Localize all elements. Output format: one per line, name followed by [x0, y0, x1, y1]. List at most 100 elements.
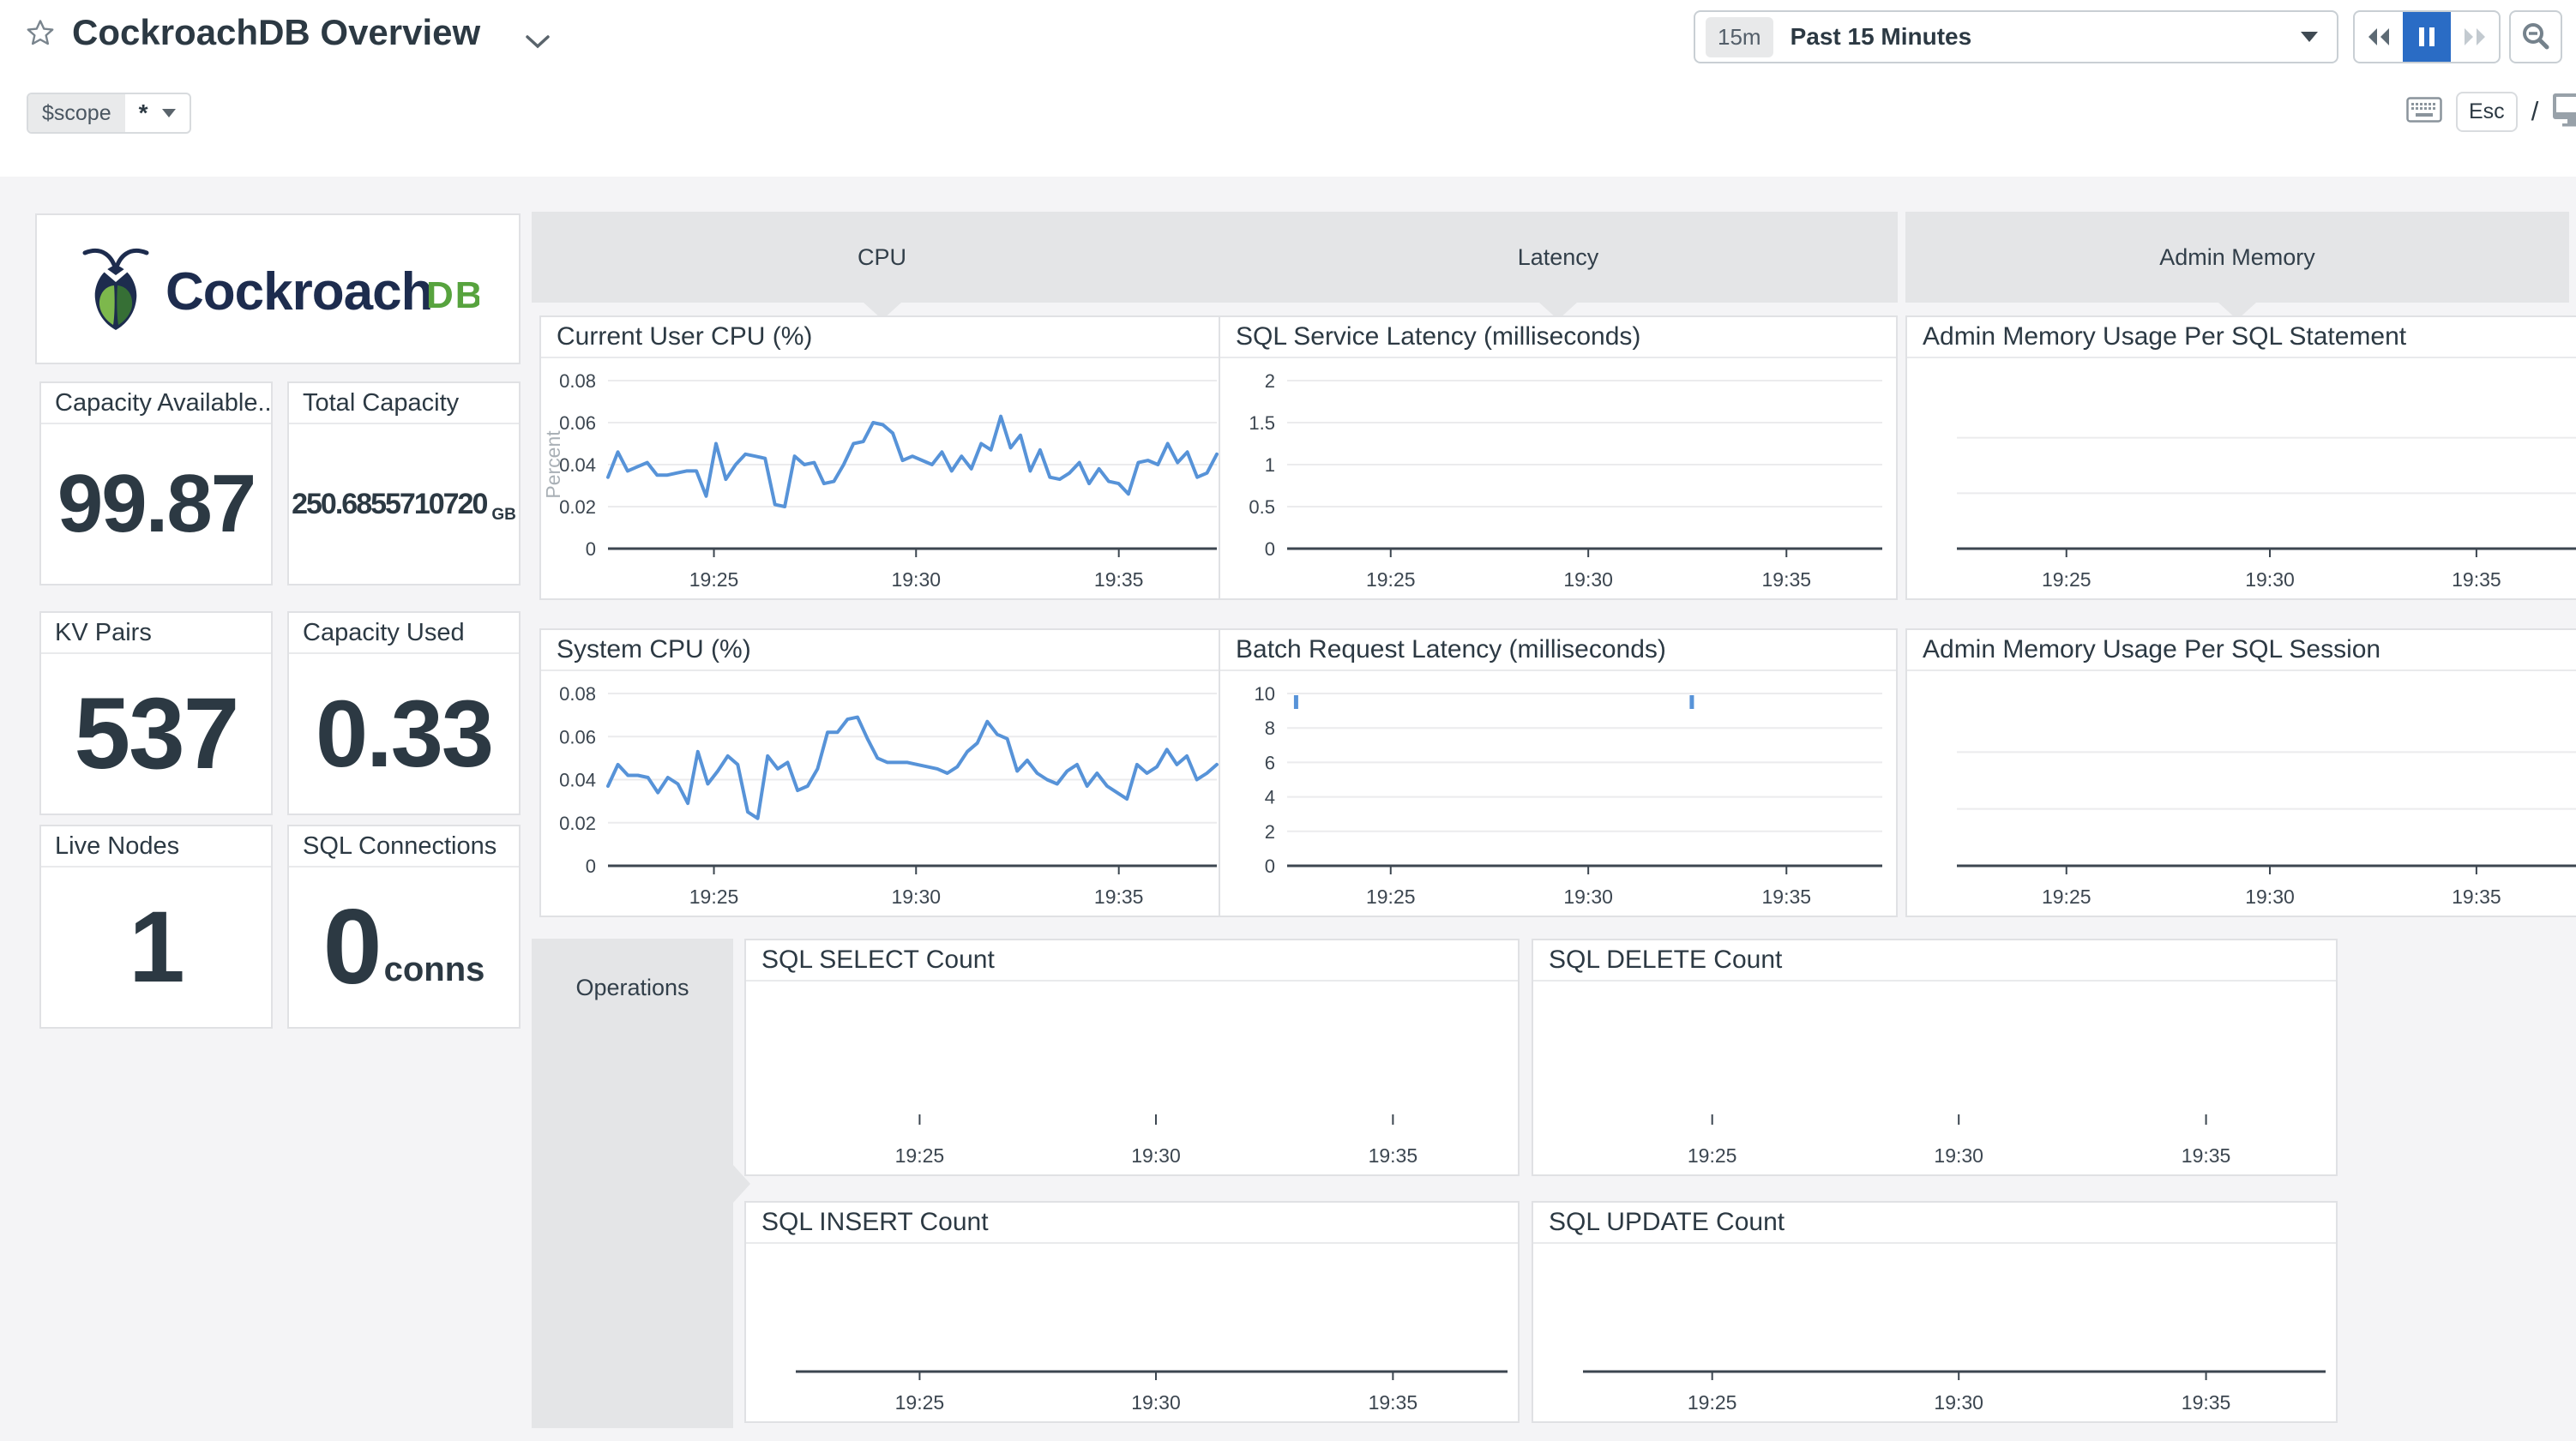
svg-text:1.5: 1.5 — [1249, 412, 1275, 434]
forward-button[interactable] — [2451, 12, 2499, 62]
svg-text:19:25: 19:25 — [1366, 886, 1416, 908]
svg-text:19:30: 19:30 — [2245, 886, 2295, 908]
svg-text:19:35: 19:35 — [1369, 1391, 1418, 1414]
svg-text:19:25: 19:25 — [895, 1391, 945, 1414]
chart-plot-area[interactable]: 19:25 19:30 19:35 — [1533, 982, 2336, 1174]
logo-db: DB — [426, 274, 479, 316]
svg-text:19:30: 19:30 — [1131, 1144, 1181, 1167]
svg-text:19:25: 19:25 — [895, 1144, 945, 1167]
chart-title: SQL INSERT Count — [746, 1203, 1518, 1244]
time-range-label: Past 15 Minutes — [1790, 23, 1972, 50]
chart-plot-area[interactable]: 0 2 4 6 8 10 19:25 19:30 19:35 — [1220, 671, 1896, 916]
svg-text:2: 2 — [1265, 370, 1275, 392]
svg-text:19:35: 19:35 — [1369, 1144, 1418, 1167]
stat-label: Capacity Used — [289, 613, 519, 654]
svg-text:19:35: 19:35 — [1094, 886, 1144, 908]
svg-text:19:30: 19:30 — [2245, 568, 2295, 591]
pause-button[interactable] — [2403, 12, 2451, 62]
svg-text:0.04: 0.04 — [559, 770, 596, 791]
tv-mode-icon[interactable] — [2552, 93, 2576, 131]
chart-system-cpu: System CPU (%) 0 0.02 0.04 0.06 0.08 19:25 19:… — [539, 628, 1232, 917]
svg-text:4: 4 — [1265, 787, 1275, 808]
chart-title: SQL DELETE Count — [1533, 940, 2336, 982]
chart-plot-area[interactable]: 0 0.02 0.04 0.06 0.08 19:25 19:30 19:35 Percent — [541, 358, 1231, 598]
group-header-operations[interactable]: Operations — [532, 939, 750, 1428]
svg-text:0.08: 0.08 — [559, 683, 596, 705]
svg-text:6: 6 — [1265, 752, 1275, 773]
chart-sql-service-latency: SQL Service Latency (milliseconds) 0 0.5 1… — [1219, 315, 1898, 600]
stat-label: Total Capacity — [289, 383, 519, 424]
rewind-button[interactable] — [2355, 12, 2403, 62]
svg-text:0.5: 0.5 — [1249, 496, 1275, 518]
slash-hint: / — [2531, 96, 2539, 126]
svg-text:19:30: 19:30 — [891, 568, 941, 591]
chart-plot-area[interactable]: 19:25 19:30 19:35 — [1907, 358, 2576, 598]
svg-text:19:30: 19:30 — [1563, 568, 1613, 591]
chart-sql-insert-count: SQL INSERT Count 19:25 19:30 19:35 — [744, 1201, 1520, 1423]
stat-capacity-available: Capacity Available... 99.87 — [39, 381, 273, 585]
chart-batch-request-latency: Batch Request Latency (milliseconds) 0 2 4… — [1219, 628, 1898, 917]
stat-total-capacity: Total Capacity 250.6855710720 GB — [287, 381, 521, 585]
favorite-star-icon[interactable] — [24, 17, 57, 54]
chart-admin-memory-statement: Admin Memory Usage Per SQL Statement 19:… — [1905, 315, 2576, 600]
stat-sql-connections: SQL Connections 0 conns — [287, 825, 521, 1029]
svg-text:19:35: 19:35 — [2182, 1144, 2231, 1167]
svg-text:19:30: 19:30 — [1563, 886, 1613, 908]
svg-text:10: 10 — [1255, 683, 1275, 705]
svg-text:Percent: Percent — [542, 430, 564, 499]
chart-plot-area[interactable]: 19:25 19:30 19:35 — [746, 982, 1518, 1174]
svg-text:0.06: 0.06 — [559, 726, 596, 748]
chart-title: SQL UPDATE Count — [1533, 1203, 2336, 1244]
chart-admin-memory-session: Admin Memory Usage Per SQL Session 19:25… — [1905, 628, 2576, 917]
stat-unit: GB — [491, 506, 516, 524]
svg-text:0: 0 — [1265, 538, 1275, 560]
chart-title: SQL SELECT Count — [746, 940, 1518, 982]
chart-title: SQL Service Latency (milliseconds) — [1220, 317, 1896, 358]
svg-text:0: 0 — [586, 538, 596, 560]
svg-text:19:30: 19:30 — [891, 886, 941, 908]
scope-template-variable[interactable]: $scope * — [27, 93, 191, 134]
group-header-admin-memory[interactable]: Admin Memory — [1905, 212, 2569, 320]
scope-name: $scope — [28, 94, 125, 132]
group-header-cpu[interactable]: CPU — [532, 212, 1232, 320]
chart-sql-update-count: SQL UPDATE Count 19:25 19:30 19:35 — [1532, 1201, 2338, 1423]
svg-text:19:25: 19:25 — [2042, 568, 2091, 591]
stat-capacity-used: Capacity Used 0.33 — [287, 611, 521, 815]
svg-text:0: 0 — [586, 856, 596, 877]
chart-plot-area[interactable]: 19:25 19:30 19:35 — [1533, 1244, 2336, 1421]
page-title: CockroachDB Overview — [72, 12, 481, 52]
zoom-out-button[interactable] — [2509, 10, 2562, 63]
svg-text:19:30: 19:30 — [1934, 1391, 1983, 1414]
svg-text:19:35: 19:35 — [1761, 886, 1811, 908]
chart-plot-area[interactable]: 19:25 19:30 19:35 — [1907, 671, 2576, 916]
stat-label: Capacity Available... — [41, 383, 271, 424]
chart-plot-area[interactable]: 19:25 19:30 19:35 — [746, 1244, 1518, 1421]
svg-text:8: 8 — [1265, 717, 1275, 739]
svg-text:0.04: 0.04 — [559, 454, 596, 476]
chart-plot-area[interactable]: 0 0.02 0.04 0.06 0.08 19:25 19:30 19:35 — [541, 671, 1231, 916]
cockroach-bug-icon — [82, 249, 149, 330]
keyboard-icon[interactable] — [2406, 96, 2442, 127]
time-caret-down-icon — [2301, 32, 2318, 42]
esc-key-hint: Esc — [2456, 91, 2518, 132]
stat-value: 99.87 — [57, 458, 256, 549]
svg-text:19:35: 19:35 — [1094, 568, 1144, 591]
group-header-latency[interactable]: Latency — [1219, 212, 1898, 320]
time-range-badge: 15m — [1706, 16, 1773, 57]
svg-text:19:25: 19:25 — [1366, 568, 1416, 591]
stat-value: 250.6855710720 GB — [292, 487, 516, 525]
svg-text:19:35: 19:35 — [2452, 568, 2501, 591]
title-chevron-down-icon[interactable] — [525, 34, 551, 54]
svg-text:19:25: 19:25 — [1688, 1391, 1737, 1414]
shortcut-hints: Esc / — [2406, 89, 2576, 134]
stat-value: 0.33 — [315, 681, 494, 787]
time-range-selector[interactable]: 15m Past 15 Minutes — [1694, 10, 2338, 63]
chart-plot-area[interactable]: 0 0.5 1 1.5 2 19:25 19:30 19:35 — [1220, 358, 1896, 598]
playback-controls — [2353, 10, 2501, 63]
svg-text:0.02: 0.02 — [559, 496, 596, 518]
svg-text:19:25: 19:25 — [689, 568, 739, 591]
chart-sql-delete-count: SQL DELETE Count 19:25 19:30 19:35 — [1532, 939, 2338, 1176]
chart-title: Batch Request Latency (milliseconds) — [1220, 630, 1896, 671]
stat-unit: conns — [383, 950, 485, 988]
